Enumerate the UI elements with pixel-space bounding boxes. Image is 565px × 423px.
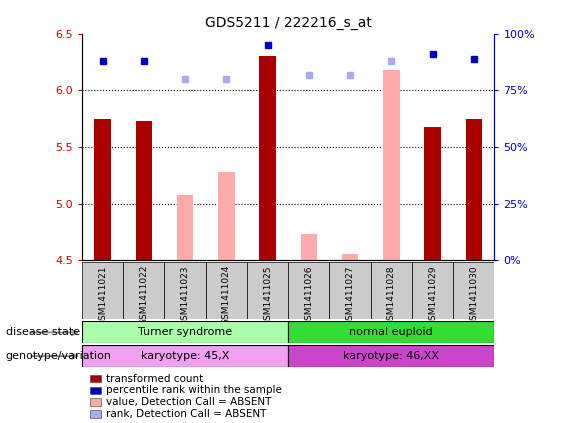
Text: GSM1411029: GSM1411029 <box>428 265 437 326</box>
Title: GDS5211 / 222216_s_at: GDS5211 / 222216_s_at <box>205 16 372 30</box>
Text: rank, Detection Call = ABSENT: rank, Detection Call = ABSENT <box>106 409 267 419</box>
Text: GSM1411022: GSM1411022 <box>140 265 148 325</box>
Bar <box>453 262 494 319</box>
Bar <box>82 262 123 319</box>
Text: karyotype: 46,XX: karyotype: 46,XX <box>344 351 439 361</box>
Text: Turner syndrome: Turner syndrome <box>138 327 232 338</box>
Bar <box>123 262 164 319</box>
Bar <box>288 345 494 367</box>
Text: GSM1411030: GSM1411030 <box>470 265 478 326</box>
Text: karyotype: 45,X: karyotype: 45,X <box>141 351 229 361</box>
Bar <box>218 172 234 260</box>
Bar <box>288 262 329 319</box>
Bar <box>424 126 441 260</box>
Bar <box>288 321 494 343</box>
Text: GSM1411023: GSM1411023 <box>181 265 189 326</box>
Bar <box>371 262 412 319</box>
Bar <box>136 121 152 260</box>
Bar <box>177 195 193 260</box>
Bar <box>342 255 358 260</box>
Bar <box>82 345 288 367</box>
Text: normal euploid: normal euploid <box>349 327 433 338</box>
Bar <box>164 262 206 319</box>
Text: GSM1411028: GSM1411028 <box>387 265 396 326</box>
Bar <box>329 262 371 319</box>
Bar <box>259 57 276 260</box>
Text: GSM1411025: GSM1411025 <box>263 265 272 326</box>
Bar <box>206 262 247 319</box>
Text: GSM1411021: GSM1411021 <box>98 265 107 326</box>
Bar <box>82 321 288 343</box>
Bar <box>383 70 399 260</box>
Text: transformed count: transformed count <box>106 374 203 384</box>
Text: GSM1411026: GSM1411026 <box>305 265 313 326</box>
Bar <box>466 119 482 260</box>
Text: GSM1411024: GSM1411024 <box>222 265 231 325</box>
Text: disease state: disease state <box>6 327 80 338</box>
Text: value, Detection Call = ABSENT: value, Detection Call = ABSENT <box>106 397 272 407</box>
Bar <box>247 262 288 319</box>
Text: percentile rank within the sample: percentile rank within the sample <box>106 385 282 396</box>
Bar <box>301 234 317 260</box>
Text: genotype/variation: genotype/variation <box>6 351 112 361</box>
Bar <box>94 119 111 260</box>
Bar <box>412 262 453 319</box>
Text: GSM1411027: GSM1411027 <box>346 265 354 326</box>
